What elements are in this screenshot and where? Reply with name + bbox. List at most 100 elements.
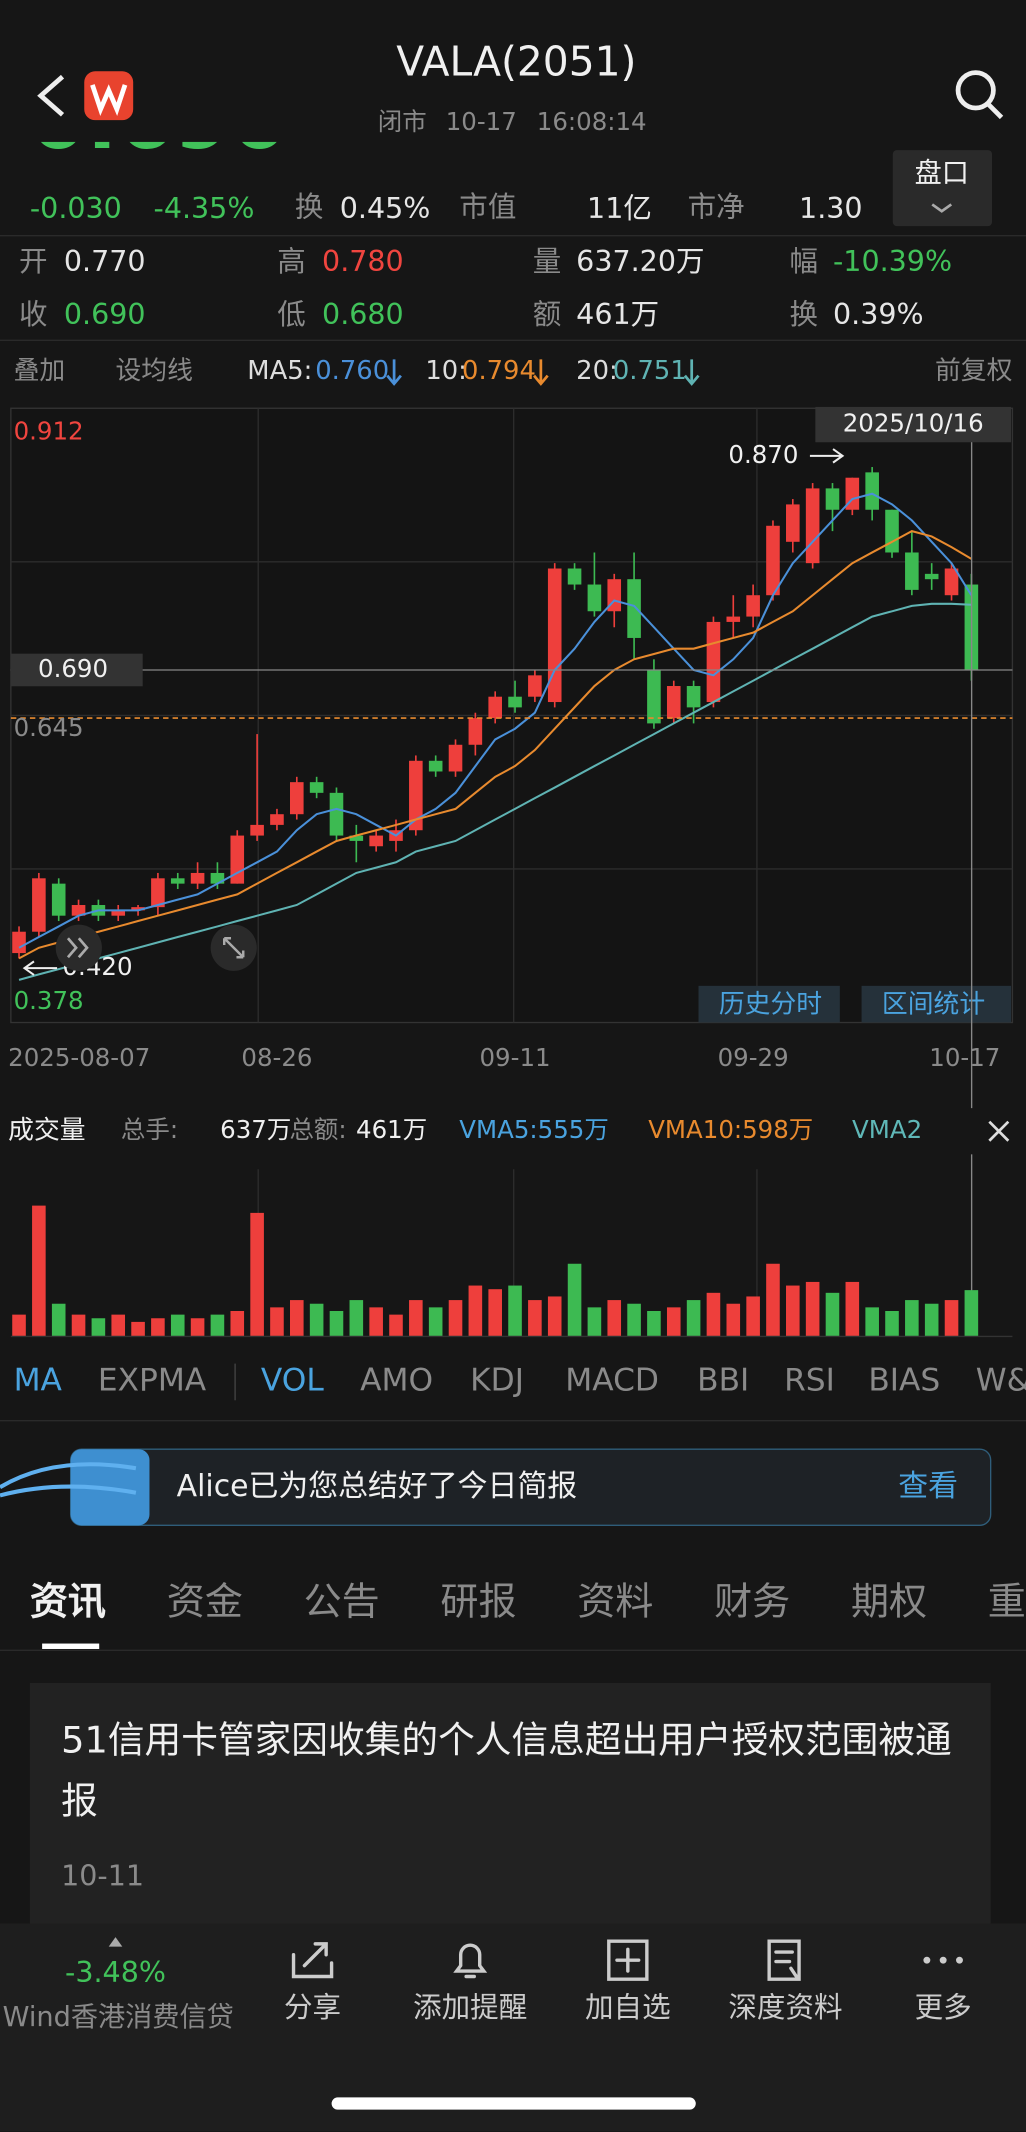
banner-text: Alice已为您总结好了今日简报	[177, 1469, 577, 1504]
news-tab[interactable]: 重	[988, 1580, 1026, 1624]
banner-action[interactable]: 查看	[898, 1469, 958, 1504]
chevron	[931, 203, 953, 213]
news-title: 51信用卡管家因收集的个人信息超出用户授权范围被通报	[61, 1719, 952, 1823]
candle-body	[547, 568, 562, 703]
index-name[interactable]: Wind香港消费信贷	[3, 2002, 234, 2033]
down-arrow	[386, 359, 402, 386]
arrow	[809, 448, 845, 464]
volume-bar	[627, 1303, 641, 1337]
indicator-tab[interactable]: W&	[976, 1362, 1026, 1398]
volume-bar	[91, 1318, 106, 1337]
indicator-tab[interactable]: RSI	[784, 1362, 835, 1398]
label: 市净	[688, 191, 745, 224]
news-tab[interactable]: 公告	[304, 1580, 380, 1624]
volume-bar	[885, 1310, 899, 1337]
tab-underline	[42, 1643, 100, 1649]
ma-value: 0.794	[462, 356, 536, 386]
chart-button[interactable]	[698, 985, 840, 1023]
candle-body	[528, 675, 542, 697]
stat-value: 0.780	[322, 245, 404, 278]
indicator-tab[interactable]: KDJ	[470, 1362, 524, 1398]
overlay-button[interactable]: 叠加	[14, 356, 66, 386]
dashed-price-label: 0.645	[14, 713, 84, 742]
x-tick-label: 10-17	[929, 1043, 1000, 1072]
news-tab[interactable]: 研报	[440, 1580, 516, 1624]
search-button[interactable]	[955, 70, 1004, 120]
legend-mask	[937, 1108, 1026, 1155]
volume-bar	[389, 1314, 403, 1337]
news-date: 10-11	[61, 1859, 144, 1892]
volume-bar	[786, 1285, 800, 1337]
stat-label: 量	[533, 245, 562, 278]
volume-bar	[865, 1307, 879, 1337]
ma-label: 10:	[425, 356, 467, 386]
ma-line	[18, 602, 972, 981]
volume-bar	[170, 1314, 185, 1337]
indicator-tab[interactable]: EXPMA	[98, 1362, 207, 1398]
volume-bar	[825, 1292, 840, 1337]
volume-bar	[587, 1307, 602, 1337]
up-marker	[108, 1937, 123, 1947]
volume-bar	[111, 1314, 126, 1337]
candle-body	[924, 573, 939, 580]
candle-body	[865, 472, 879, 510]
volume-bar	[944, 1300, 959, 1337]
set-ma-button[interactable]: 设均线	[116, 356, 193, 386]
candle-body	[766, 525, 780, 596]
panel-button[interactable]	[892, 150, 993, 227]
indicator-tab[interactable]: BIAS	[868, 1362, 940, 1398]
candle-body	[270, 814, 284, 825]
down-arrow	[683, 359, 700, 386]
value: 11亿	[587, 192, 652, 225]
ma-label: MA5:	[247, 356, 312, 386]
candle-body	[289, 782, 304, 815]
news-tab[interactable]: 资金	[167, 1580, 243, 1624]
index-change[interactable]: -3.48%	[65, 1956, 166, 1989]
x-tick-label: 09-11	[480, 1043, 551, 1072]
value: 0.45%	[340, 192, 431, 225]
candle-body	[329, 792, 344, 836]
action-label[interactable]: 更多	[915, 1991, 972, 2024]
volume-bar	[32, 1205, 46, 1337]
chart-button[interactable]	[861, 985, 1012, 1023]
news-tab[interactable]: 资料	[577, 1580, 653, 1624]
close-button[interactable]	[988, 1120, 1010, 1142]
volume-bar	[448, 1300, 463, 1337]
action-icon	[767, 1939, 801, 1981]
candle-body	[190, 872, 205, 884]
adjust-button[interactable]: 前复权	[935, 356, 1012, 386]
volume-bar	[547, 1296, 562, 1337]
candle-body	[250, 824, 264, 836]
x-tick-label: 08-26	[241, 1043, 312, 1072]
action-label[interactable]: 深度资料	[728, 1991, 842, 2024]
indicator-tab[interactable]: MA	[14, 1362, 63, 1398]
news-card[interactable]	[29, 1682, 991, 1942]
action-label[interactable]: 分享	[284, 1991, 341, 2024]
volume-bar	[270, 1307, 284, 1337]
candle-body	[746, 595, 760, 617]
candle-body	[131, 907, 145, 911]
home-indicator	[331, 2097, 696, 2110]
indicator-tab[interactable]: VOL	[261, 1362, 324, 1398]
indicator-tab[interactable]: BBI	[697, 1362, 749, 1398]
news-tab[interactable]: 期权	[851, 1580, 927, 1624]
action-label[interactable]: 添加提醒	[413, 1991, 527, 2024]
expand-button[interactable]	[55, 924, 102, 971]
stat-value: 0.770	[64, 245, 146, 278]
volume-bar	[766, 1263, 780, 1337]
news-tab[interactable]: 资讯	[30, 1580, 106, 1624]
indicator-tab[interactable]: MACD	[565, 1362, 659, 1398]
back-button[interactable]	[37, 74, 65, 117]
volume-bar	[726, 1303, 741, 1337]
stat-value: 461万	[576, 298, 659, 331]
action-label[interactable]: 加自选	[585, 1991, 671, 2024]
stat-label: 开	[19, 245, 48, 278]
candle-body	[944, 568, 959, 596]
stat-label: 低	[277, 298, 306, 331]
indicator-tab[interactable]: AMO	[360, 1362, 433, 1398]
news-tab[interactable]: 财务	[714, 1580, 790, 1624]
ma-line	[18, 492, 973, 949]
volume-bar	[905, 1300, 919, 1337]
candle-body	[32, 878, 46, 932]
